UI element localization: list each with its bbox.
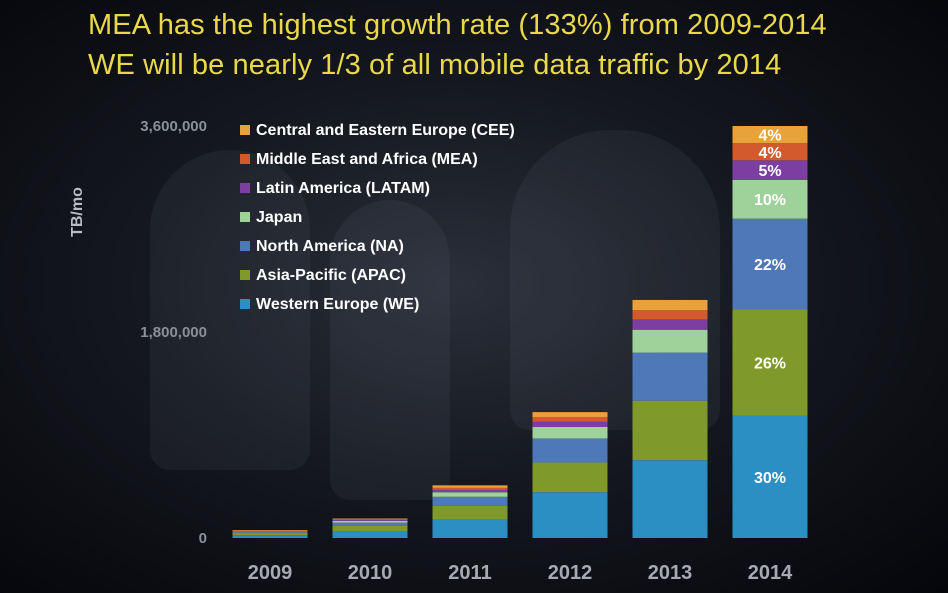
bar-segment <box>532 412 608 418</box>
legend-swatch <box>240 154 250 164</box>
bar-segment <box>632 299 708 311</box>
x-category-label: 2014 <box>748 562 793 584</box>
legend-label: Asia-Pacific (APAC) <box>256 267 406 284</box>
bar-segment <box>232 532 308 536</box>
y-tick-label: 1,800,000 <box>140 324 207 341</box>
data-label: 5% <box>758 163 781 180</box>
background-figure-left <box>150 150 310 470</box>
bar-segment <box>332 519 408 521</box>
bar-segment <box>632 319 708 330</box>
y-tick-label: 0 <box>199 530 207 547</box>
legend-swatch <box>240 212 250 222</box>
bar-segment <box>232 535 308 538</box>
legend-swatch <box>240 270 250 280</box>
bar-segment <box>332 531 408 538</box>
bar-segment <box>532 417 608 422</box>
bar-segment <box>232 530 308 532</box>
legend-label: Central and Eastern Europe (CEE) <box>256 122 515 139</box>
bar-segment <box>432 519 508 538</box>
headline-growth-rate: MEA has the highest growth rate (133%) f… <box>88 9 827 41</box>
bar-segment <box>232 530 308 531</box>
bar-segment <box>432 492 508 497</box>
bar-segment <box>332 519 408 520</box>
bar-segment <box>632 310 708 320</box>
legend: Central and Eastern Europe (CEE) Middle E… <box>240 122 515 313</box>
bar-segment <box>232 531 308 533</box>
bar-segment <box>632 329 708 353</box>
bar-segment <box>532 426 608 439</box>
axis-layer: 0 1,800,000 3,600,000 TB/mo 2009 2010 2011 2012… <box>69 118 793 584</box>
bar-segment <box>332 520 408 523</box>
data-label: 10% <box>754 192 786 209</box>
data-label: 4% <box>758 128 781 145</box>
bar-segment <box>332 518 408 520</box>
data-label: 22% <box>754 257 786 274</box>
legend-label: Middle East and Africa (MEA) <box>256 151 478 168</box>
data-label: 4% <box>758 145 781 162</box>
bar-segment <box>732 415 808 538</box>
y-axis-title: TB/mo <box>69 187 86 237</box>
bar-segment <box>432 505 508 520</box>
bar-segment <box>732 218 808 310</box>
data-label: 30% <box>754 470 786 487</box>
bar-segment <box>432 487 508 490</box>
legend-swatch <box>240 241 250 251</box>
legend-swatch <box>240 299 250 309</box>
legend-swatch <box>240 125 250 135</box>
bar-segment <box>632 460 708 538</box>
x-category-label: 2012 <box>548 562 593 584</box>
data-label: 26% <box>754 355 786 372</box>
legend-label: North America (NA) <box>256 238 404 255</box>
bar-segment <box>332 525 408 532</box>
legend-label: Japan <box>256 209 302 226</box>
legend-label: Western Europe (WE) <box>256 296 419 313</box>
x-category-label: 2013 <box>648 562 693 584</box>
y-tick-label: 3,600,000 <box>140 118 207 135</box>
legend-swatch <box>240 183 250 193</box>
x-category-label: 2009 <box>248 562 293 584</box>
bars-layer: 30%26%22%10%5%4%4% <box>232 126 808 538</box>
legend-label: Latin America (LATAM) <box>256 180 430 197</box>
bar-segment <box>732 179 808 219</box>
bar-segment <box>432 489 508 493</box>
bar-segment <box>532 438 608 463</box>
x-category-label: 2011 <box>448 562 491 584</box>
x-category-label: 2010 <box>348 562 393 584</box>
bar-segment <box>532 492 608 538</box>
background-figure-center <box>330 200 450 500</box>
bar-segment <box>732 126 808 144</box>
bar-segment <box>732 160 808 180</box>
bar-segment <box>632 352 708 401</box>
bar-segment <box>432 496 508 506</box>
bar-segment <box>632 400 708 461</box>
bar-segment <box>732 309 808 416</box>
headline-we-share: WE will be nearly 1/3 of all mobile data… <box>88 49 782 81</box>
bar-segment <box>732 143 808 161</box>
bar-segment <box>332 522 408 526</box>
bar-segment <box>432 485 508 488</box>
bar-segment <box>532 421 608 427</box>
bar-segment <box>532 462 608 493</box>
